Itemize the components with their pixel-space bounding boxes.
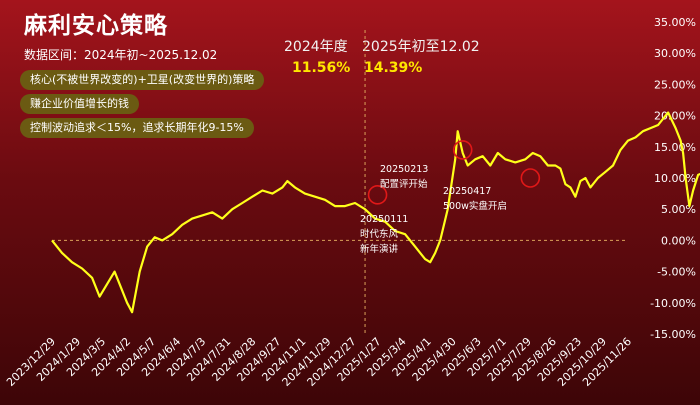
event-annotation: 时代东风 [360, 228, 399, 240]
period-2025-value: 14.39% [364, 60, 423, 76]
event-annotation: 20250111 [360, 214, 408, 225]
event-annotation: 500w实盘开启 [443, 200, 507, 212]
series-line [51, 111, 700, 314]
y-tick-label: -15.00% [650, 328, 696, 341]
y-tick-label: -5.00% [657, 266, 696, 279]
period-2024-value: 11.56% [292, 60, 351, 76]
tag-value: 赚企业价值增长的钱 [20, 94, 139, 114]
y-tick-label: 15.00% [654, 141, 696, 154]
period-2025-label: 2025年初至12.02 [362, 39, 480, 55]
y-tick-label: 35.00% [654, 16, 696, 29]
tag-strategy: 核心(不被世界改变的)+卫星(改变世界的)策略 [20, 70, 265, 90]
event-annotation: 20250417 [443, 186, 491, 197]
event-marker [452, 140, 473, 160]
event-annotation: 配置评开始 [380, 178, 428, 190]
event-annotation: 新年演讲 [360, 243, 399, 255]
y-tick-label: -10.00% [650, 297, 696, 310]
event-marker [520, 168, 541, 188]
event-annotation: 20250213 [380, 164, 428, 175]
y-tick-label: 5.00% [661, 203, 696, 216]
y-tick-label: 10.00% [654, 172, 696, 185]
period-2024-label: 2024年度 [284, 39, 348, 55]
y-tick-label: 20.00% [654, 110, 696, 123]
event-marker [367, 185, 388, 205]
tag-volatility: 控制波动追求＜15%，追求长期年化9-15% [20, 118, 254, 138]
page-title: 麻利安心策略 [24, 12, 168, 39]
y-tick-label: 0.00% [661, 234, 696, 247]
date-range: 数据区间：2024年初~2025.12.02 [24, 48, 218, 62]
y-tick-label: 25.00% [654, 78, 696, 91]
y-tick-label: 30.00% [654, 47, 696, 60]
